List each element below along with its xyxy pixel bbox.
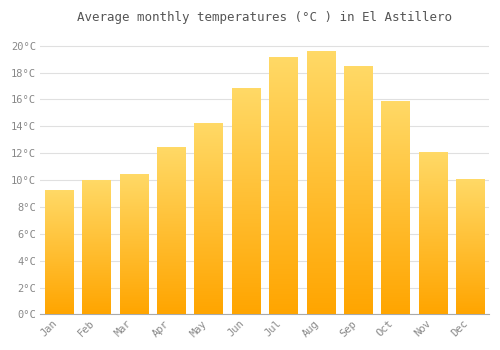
Bar [382, 102, 409, 314]
Bar [232, 89, 260, 314]
Bar [157, 148, 185, 314]
Bar [194, 124, 222, 314]
Bar [120, 175, 148, 314]
Bar [419, 153, 447, 314]
Bar [306, 52, 334, 314]
Bar [270, 58, 297, 314]
Bar [82, 181, 110, 314]
Bar [45, 191, 73, 314]
Title: Average monthly temperatures (°C ) in El Astillero: Average monthly temperatures (°C ) in El… [77, 11, 452, 24]
Bar [344, 67, 372, 314]
Bar [456, 180, 484, 314]
